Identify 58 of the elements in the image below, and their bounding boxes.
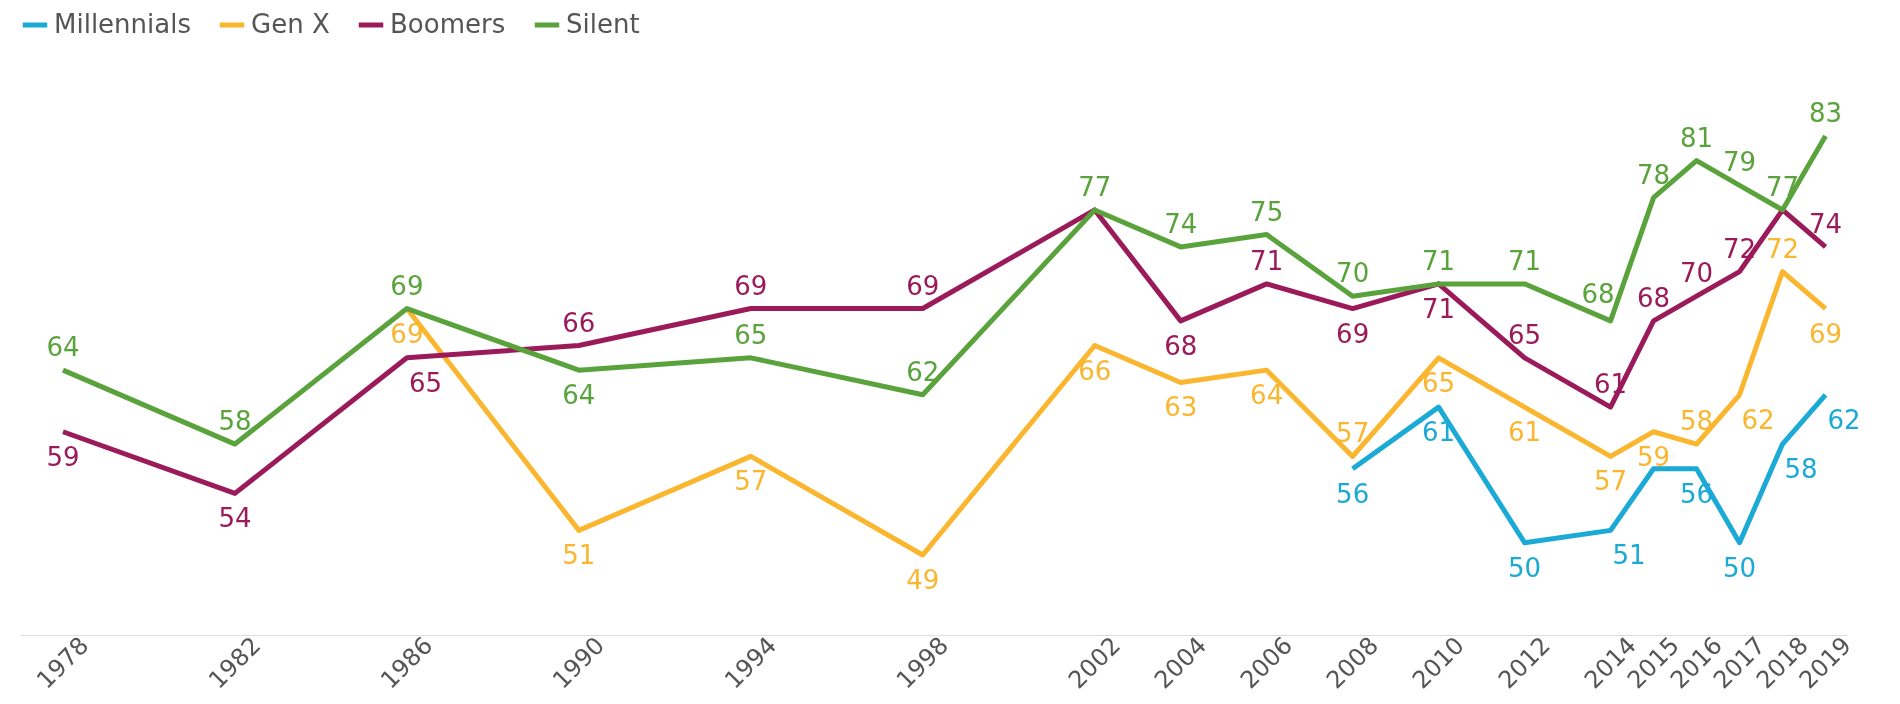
data-label: 65 [1422, 367, 1456, 398]
data-label: 79 [1722, 147, 1757, 178]
data-label: 69 [390, 270, 424, 301]
legend-label: Boomers [390, 9, 506, 39]
data-label: 69 [390, 318, 424, 349]
data-label: 61 [1508, 417, 1542, 448]
data-label: 57 [1336, 418, 1370, 449]
data-label: 65 [1508, 319, 1542, 350]
data-label: 71 [1250, 245, 1284, 276]
data-label: 74 [1164, 208, 1198, 239]
data-label: 62 [906, 356, 940, 387]
data-label: 51 [1612, 540, 1646, 571]
data-label: 71 [1422, 293, 1456, 324]
data-label: 49 [906, 565, 940, 595]
data-label: 64 [46, 332, 80, 363]
data-label: 54 [218, 503, 252, 534]
data-label: 66 [562, 307, 596, 338]
data-label: 69 [906, 270, 940, 301]
data-label: 57 [734, 466, 768, 497]
data-label: 50 [1508, 552, 1542, 583]
data-label: 75 [1250, 196, 1284, 227]
data-label: 69 [734, 270, 768, 301]
data-label: 68 [1164, 330, 1198, 361]
data-label: 69 [1808, 318, 1843, 349]
data-label: 78 [1637, 159, 1671, 190]
data-label: 64 [562, 380, 596, 411]
data-label: 65 [734, 319, 768, 350]
data-label: 59 [46, 441, 80, 472]
data-label: 58 [218, 406, 252, 437]
data-label: 72 [1765, 233, 1800, 264]
data-label: 50 [1722, 552, 1757, 583]
data-label: 59 [1637, 441, 1671, 472]
data-label: 70 [1679, 258, 1714, 289]
data-label: 71 [1508, 245, 1542, 276]
legend-label: Millennials [54, 9, 191, 39]
legend-label: Gen X [251, 9, 330, 39]
data-label: 63 [1164, 392, 1198, 423]
data-label: 74 [1808, 208, 1843, 239]
data-label: 57 [1594, 466, 1628, 497]
data-label: 71 [1422, 245, 1456, 276]
data-label: 51 [562, 540, 596, 571]
data-label: 70 [1336, 258, 1370, 289]
data-label: 58 [1784, 454, 1818, 485]
data-label: 77 [1078, 171, 1112, 202]
data-label: 69 [1336, 318, 1370, 349]
data-label: 62 [1827, 404, 1861, 435]
data-label: 56 [1336, 478, 1370, 509]
data-label: 66 [1078, 355, 1112, 386]
legend-label: Silent [566, 9, 640, 39]
data-label: 83 [1808, 98, 1843, 128]
data-label: 64 [1250, 380, 1284, 411]
data-label: 68 [1637, 282, 1671, 313]
data-label: 58 [1679, 406, 1714, 437]
data-label: 61 [1422, 417, 1456, 448]
data-label: 81 [1679, 122, 1714, 153]
data-label: 62 [1741, 404, 1775, 435]
data-label: 68 [1581, 278, 1615, 309]
data-label: 65 [408, 367, 442, 398]
